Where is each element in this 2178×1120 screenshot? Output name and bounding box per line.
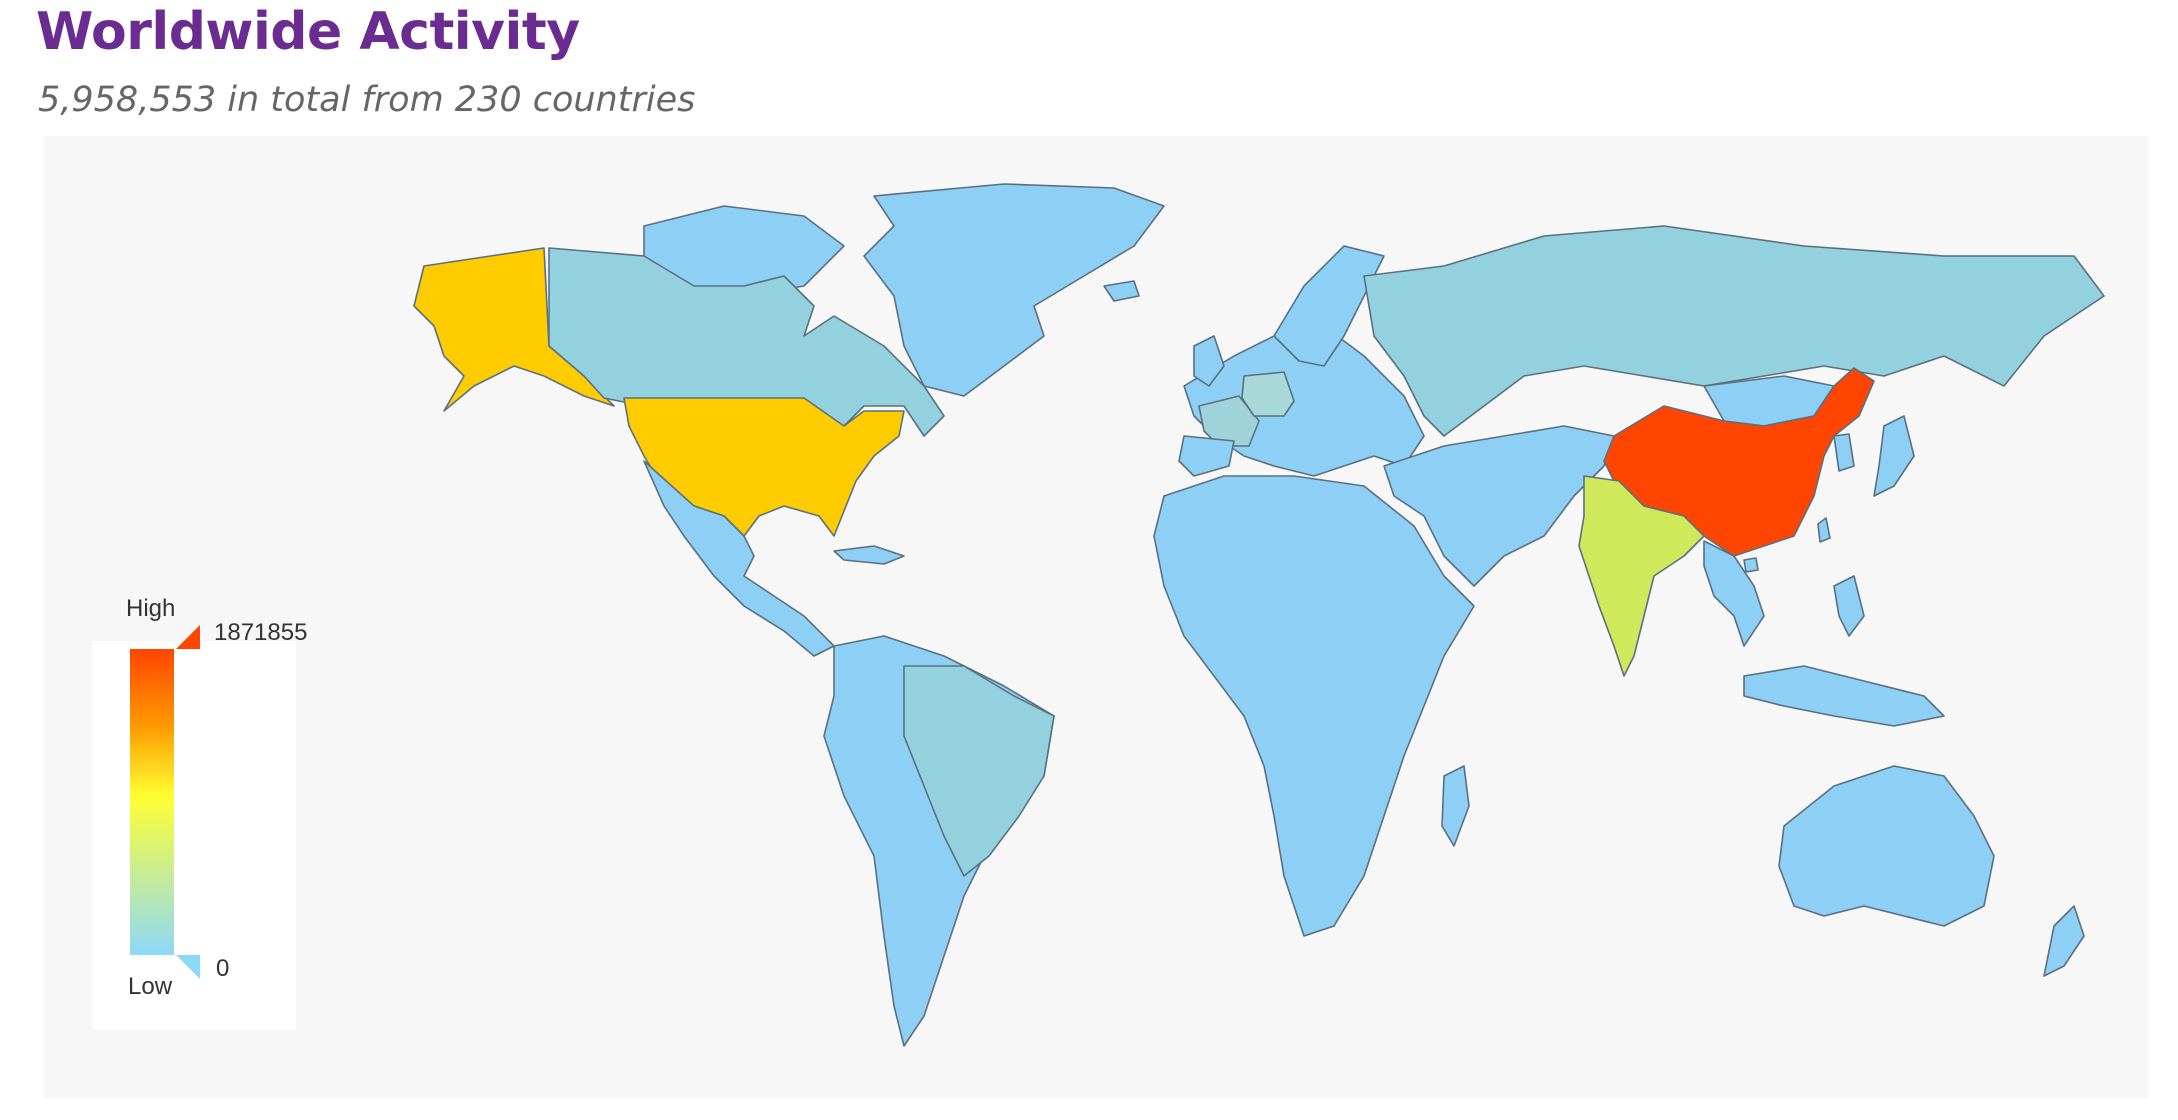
indonesia-region[interactable]: [1743, 665, 1945, 727]
taiwan-region[interactable]: [1817, 517, 1831, 543]
japan-region[interactable]: [1873, 415, 1915, 497]
iberia-region[interactable]: [1178, 435, 1235, 477]
greenland-region[interactable]: [863, 183, 1165, 397]
scandinavia-region[interactable]: [1273, 245, 1385, 367]
africa-region[interactable]: [1153, 475, 1475, 937]
france-region[interactable]: [1198, 395, 1260, 447]
legend-min-marker: [176, 955, 200, 979]
middle-east-region[interactable]: [1383, 425, 1615, 587]
iceland-region[interactable]: [1103, 280, 1140, 302]
philippines-region[interactable]: [1833, 575, 1865, 637]
page-subtitle: 5,958,553 in total from 230 countries: [38, 80, 696, 120]
legend-low-label: Low: [128, 973, 173, 1000]
color-legend: High 1871855 0 Low: [92, 595, 307, 1029]
southeast-asia-region[interactable]: [1703, 540, 1765, 647]
uk-region[interactable]: [1193, 335, 1225, 387]
new-zealand-region[interactable]: [2043, 905, 2085, 977]
world-map-panel[interactable]: [44, 136, 2148, 1098]
legend-gradient-bar: [130, 649, 174, 955]
legend-max-value: 1871855: [214, 619, 308, 646]
page-title: Worldwide Activity: [36, 2, 580, 62]
legend-max-marker: [176, 625, 200, 649]
mexico-region[interactable]: [643, 460, 835, 657]
india-region[interactable]: [1578, 475, 1705, 677]
australia-region[interactable]: [1778, 765, 1995, 927]
legend-high-label: High: [126, 595, 176, 622]
hainan-region[interactable]: [1743, 557, 1759, 573]
korea-region[interactable]: [1833, 433, 1855, 472]
madagascar-region[interactable]: [1441, 765, 1470, 847]
germany-region[interactable]: [1241, 371, 1295, 417]
world-map[interactable]: [44, 136, 2148, 1098]
brazil-region[interactable]: [903, 665, 1055, 877]
usa-region[interactable]: [623, 397, 905, 537]
caribbean-region[interactable]: [833, 545, 905, 565]
legend-min-value: 0: [216, 955, 230, 982]
